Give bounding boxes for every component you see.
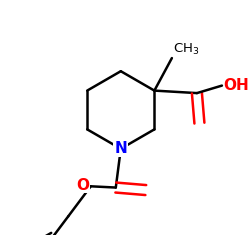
- Text: OH: OH: [223, 78, 249, 93]
- Text: CH$_3$: CH$_3$: [173, 42, 200, 57]
- Text: O: O: [76, 178, 90, 192]
- Text: N: N: [114, 141, 127, 156]
